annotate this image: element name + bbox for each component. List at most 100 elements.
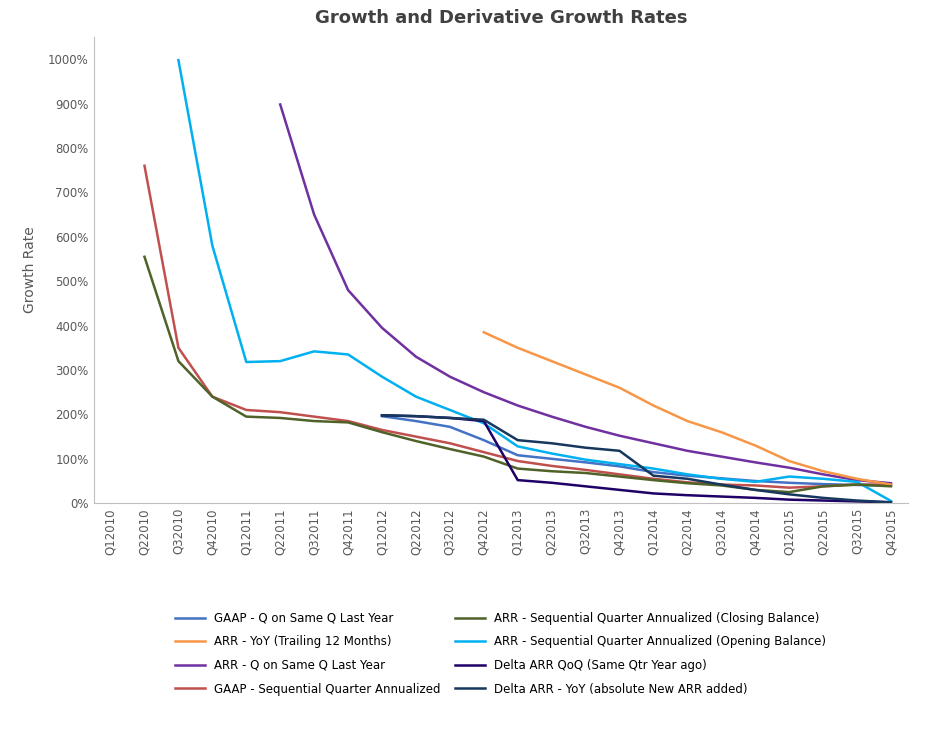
Delta ARR - YoY (absolute New ARR added) [750, 485, 761, 494]
ARR - Sequential Quarter Annualized (Closing Balance) [580, 468, 592, 477]
ARR - Q on Same Q Last Year [750, 458, 761, 467]
ARR - Q on Same Q Last Year [309, 210, 320, 219]
GAAP - Sequential Quarter Annualized [343, 417, 354, 425]
Delta ARR QoQ (Same Qtr Year ago) [852, 497, 863, 506]
GAAP - Sequential Quarter Annualized [580, 465, 592, 474]
Line: ARR - Q on Same Q Last Year: ARR - Q on Same Q Last Year [280, 104, 891, 483]
Delta ARR - YoY (absolute New ARR added) [885, 498, 897, 507]
GAAP - Sequential Quarter Annualized [750, 481, 761, 490]
Delta ARR QoQ (Same Qtr Year ago) [478, 417, 490, 425]
ARR - YoY (Trailing 12 Months) [580, 370, 592, 379]
ARR - Sequential Quarter Annualized (Opening Balance) [376, 372, 388, 381]
ARR - Sequential Quarter Annualized (Opening Balance) [546, 449, 557, 458]
Line: ARR - YoY (Trailing 12 Months): ARR - YoY (Trailing 12 Months) [484, 332, 891, 485]
GAAP - Q on Same Q Last Year [614, 462, 625, 471]
Delta ARR QoQ (Same Qtr Year ago) [783, 495, 795, 504]
Delta ARR - YoY (absolute New ARR added) [852, 496, 863, 505]
GAAP - Q on Same Q Last Year [376, 411, 388, 420]
GAAP - Sequential Quarter Annualized [546, 462, 557, 471]
ARR - Sequential Quarter Annualized (Opening Balance) [817, 474, 828, 483]
ARR - Sequential Quarter Annualized (Closing Balance) [173, 357, 184, 366]
GAAP - Sequential Quarter Annualized [681, 478, 693, 487]
GAAP - Sequential Quarter Annualized [241, 406, 252, 414]
GAAP - Q on Same Q Last Year [546, 454, 557, 463]
ARR - Q on Same Q Last Year [274, 100, 285, 109]
ARR - Sequential Quarter Annualized (Closing Balance) [207, 392, 218, 401]
GAAP - Q on Same Q Last Year [512, 451, 523, 460]
ARR - Q on Same Q Last Year [343, 286, 354, 295]
GAAP - Q on Same Q Last Year [885, 481, 897, 490]
Delta ARR - YoY (absolute New ARR added) [478, 415, 490, 424]
ARR - YoY (Trailing 12 Months) [546, 357, 557, 366]
Delta ARR QoQ (Same Qtr Year ago) [445, 414, 456, 423]
GAAP - Sequential Quarter Annualized [139, 161, 150, 170]
Delta ARR - YoY (absolute New ARR added) [546, 439, 557, 448]
ARR - Sequential Quarter Annualized (Opening Balance) [681, 470, 693, 479]
ARR - Sequential Quarter Annualized (Opening Balance) [614, 460, 625, 468]
ARR - Q on Same Q Last Year [852, 476, 863, 485]
Delta ARR - YoY (absolute New ARR added) [681, 474, 693, 483]
ARR - YoY (Trailing 12 Months) [852, 474, 863, 483]
ARR - Sequential Quarter Annualized (Closing Balance) [478, 452, 490, 461]
ARR - Sequential Quarter Annualized (Opening Balance) [410, 392, 421, 401]
GAAP - Q on Same Q Last Year [852, 480, 863, 489]
GAAP - Q on Same Q Last Year [580, 458, 592, 467]
ARR - Q on Same Q Last Year [614, 431, 625, 440]
ARR - Q on Same Q Last Year [478, 388, 490, 397]
ARR - Sequential Quarter Annualized (Opening Balance) [241, 357, 252, 366]
GAAP - Q on Same Q Last Year [681, 471, 693, 480]
ARR - Sequential Quarter Annualized (Closing Balance) [139, 252, 150, 261]
ARR - YoY (Trailing 12 Months) [817, 467, 828, 476]
ARR - Sequential Quarter Annualized (Opening Balance) [648, 464, 659, 473]
ARR - Sequential Quarter Annualized (Opening Balance) [274, 357, 285, 366]
Delta ARR QoQ (Same Qtr Year ago) [648, 489, 659, 498]
Delta ARR QoQ (Same Qtr Year ago) [681, 491, 693, 500]
Delta ARR QoQ (Same Qtr Year ago) [580, 482, 592, 491]
ARR - Q on Same Q Last Year [817, 470, 828, 479]
Delta ARR - YoY (absolute New ARR added) [580, 443, 592, 452]
ARR - Sequential Quarter Annualized (Closing Balance) [445, 445, 456, 454]
GAAP - Sequential Quarter Annualized [885, 480, 897, 489]
ARR - YoY (Trailing 12 Months) [885, 480, 897, 489]
ARR - Sequential Quarter Annualized (Closing Balance) [716, 481, 727, 490]
ARR - Sequential Quarter Annualized (Closing Balance) [546, 467, 557, 476]
GAAP - Q on Same Q Last Year [445, 423, 456, 431]
Legend: GAAP - Q on Same Q Last Year, ARR - YoY (Trailing 12 Months), ARR - Q on Same Q : GAAP - Q on Same Q Last Year, ARR - YoY … [175, 612, 826, 696]
Delta ARR - YoY (absolute New ARR added) [445, 414, 456, 423]
Delta ARR QoQ (Same Qtr Year ago) [546, 478, 557, 487]
GAAP - Q on Same Q Last Year [410, 417, 421, 425]
Delta ARR QoQ (Same Qtr Year ago) [376, 411, 388, 420]
ARR - Sequential Quarter Annualized (Opening Balance) [512, 442, 523, 451]
Delta ARR QoQ (Same Qtr Year ago) [885, 498, 897, 507]
ARR - YoY (Trailing 12 Months) [614, 383, 625, 392]
Delta ARR QoQ (Same Qtr Year ago) [716, 492, 727, 501]
ARR - Sequential Quarter Annualized (Closing Balance) [681, 479, 693, 488]
Line: GAAP - Q on Same Q Last Year: GAAP - Q on Same Q Last Year [382, 416, 891, 485]
ARR - Sequential Quarter Annualized (Closing Balance) [783, 488, 795, 497]
ARR - Sequential Quarter Annualized (Closing Balance) [852, 480, 863, 489]
ARR - Q on Same Q Last Year [885, 479, 897, 488]
Title: Growth and Derivative Growth Rates: Growth and Derivative Growth Rates [314, 9, 687, 27]
ARR - Sequential Quarter Annualized (Closing Balance) [343, 418, 354, 427]
ARR - Sequential Quarter Annualized (Opening Balance) [716, 474, 727, 483]
GAAP - Sequential Quarter Annualized [614, 470, 625, 479]
Delta ARR - YoY (absolute New ARR added) [648, 471, 659, 480]
ARR - Q on Same Q Last Year [546, 412, 557, 421]
Line: Delta ARR QoQ (Same Qtr Year ago): Delta ARR QoQ (Same Qtr Year ago) [382, 415, 891, 502]
GAAP - Sequential Quarter Annualized [512, 457, 523, 465]
ARR - Sequential Quarter Annualized (Opening Balance) [885, 497, 897, 505]
Y-axis label: Growth Rate: Growth Rate [22, 226, 37, 314]
GAAP - Sequential Quarter Annualized [410, 432, 421, 441]
ARR - Sequential Quarter Annualized (Closing Balance) [274, 414, 285, 423]
GAAP - Sequential Quarter Annualized [783, 483, 795, 492]
GAAP - Sequential Quarter Annualized [376, 425, 388, 434]
GAAP - Sequential Quarter Annualized [173, 343, 184, 352]
ARR - Sequential Quarter Annualized (Opening Balance) [343, 350, 354, 359]
ARR - Sequential Quarter Annualized (Closing Balance) [376, 428, 388, 437]
Delta ARR - YoY (absolute New ARR added) [817, 494, 828, 502]
ARR - Sequential Quarter Annualized (Opening Balance) [173, 56, 184, 64]
ARR - Q on Same Q Last Year [512, 401, 523, 410]
ARR - Sequential Quarter Annualized (Closing Balance) [885, 482, 897, 491]
GAAP - Sequential Quarter Annualized [817, 482, 828, 491]
Delta ARR - YoY (absolute New ARR added) [376, 411, 388, 420]
